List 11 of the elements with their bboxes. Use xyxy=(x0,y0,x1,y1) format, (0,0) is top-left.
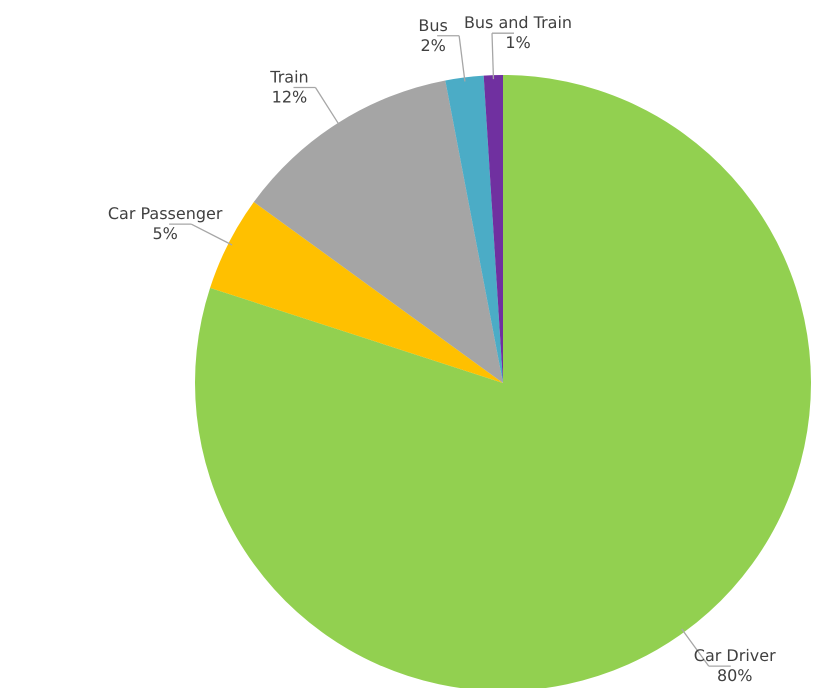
data-label: 80% xyxy=(716,666,753,686)
slice-label: Car Driver xyxy=(694,646,776,666)
slice-label: Train xyxy=(269,67,309,86)
pie-slice xyxy=(445,76,503,383)
data-label: 5% xyxy=(152,224,178,244)
data-label: 1% xyxy=(505,33,531,52)
slice-label: Bus xyxy=(418,16,448,35)
data-label: 2% xyxy=(420,36,446,55)
slice-label: Bus and Train xyxy=(464,13,572,32)
data-label: 12% xyxy=(272,87,308,106)
slice-label: Car Passenger xyxy=(108,204,223,224)
